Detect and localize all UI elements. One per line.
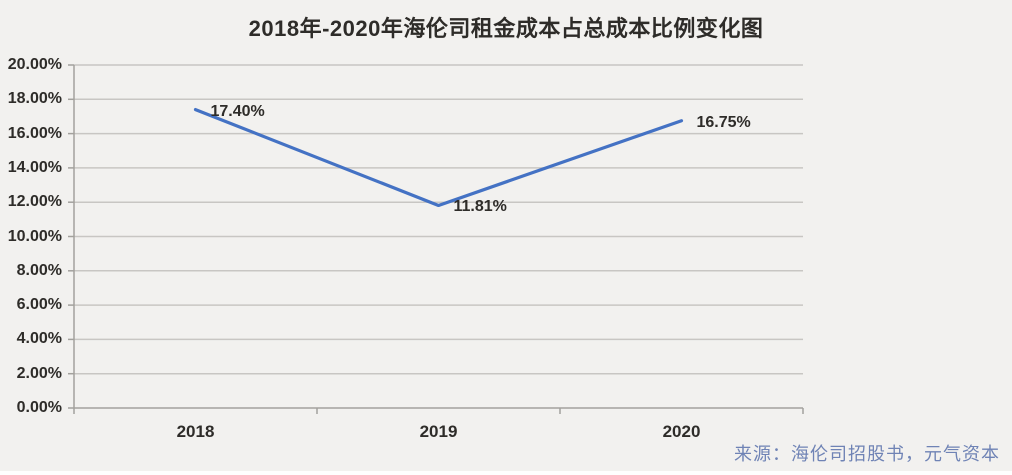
data-series-line xyxy=(193,107,684,208)
bottom-divider xyxy=(0,471,1012,475)
data-point-label: 17.40% xyxy=(210,102,265,120)
x-axis-tick-label: 2020 xyxy=(662,422,701,441)
y-axis-tick-label: 10.00% xyxy=(7,227,62,245)
y-axis-tick-label: 16.00% xyxy=(7,124,62,142)
y-axis-tick-label: 12.00% xyxy=(7,193,62,211)
y-axis-tick-label: 4.00% xyxy=(16,330,62,348)
y-axis-tick-label: 0.00% xyxy=(16,399,62,416)
x-axis-tick-label: 2018 xyxy=(176,422,215,441)
y-axis-tick-label: 14.00% xyxy=(7,158,62,176)
data-point-label: 16.75% xyxy=(696,113,751,131)
y-axis-tick-label: 6.00% xyxy=(16,296,62,314)
y-axis-tick-label: 8.00% xyxy=(16,261,62,279)
y-axis-tick-label: 18.00% xyxy=(7,90,62,108)
data-point-label: 11.81% xyxy=(453,198,507,216)
y-axis-tick-label: 2.00% xyxy=(16,364,62,382)
x-axis-tick-label: 2019 xyxy=(419,422,458,441)
chart-title: 2018年-2020年海伦司租金成本占总成本比例变化图 xyxy=(248,16,764,41)
y-axis-tick-label: 20.00% xyxy=(7,56,62,73)
source-note: 来源：海伦司招股书，元气资本 xyxy=(734,444,1000,464)
